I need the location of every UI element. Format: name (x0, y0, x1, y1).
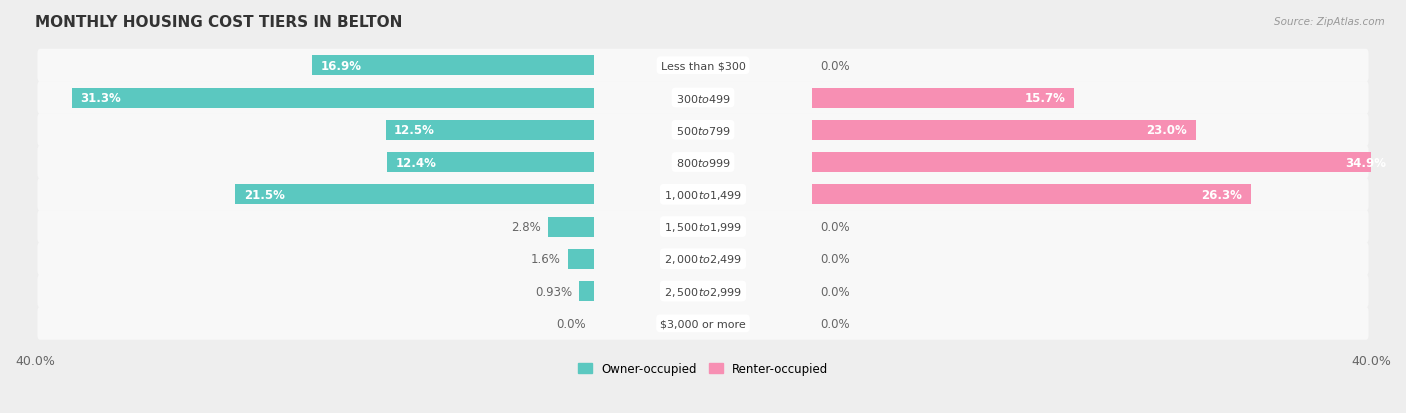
Text: $300 to $499: $300 to $499 (675, 92, 731, 104)
FancyBboxPatch shape (38, 178, 1368, 211)
Text: Source: ZipAtlas.com: Source: ZipAtlas.com (1274, 17, 1385, 26)
Text: 0.0%: 0.0% (820, 317, 849, 330)
Legend: Owner-occupied, Renter-occupied: Owner-occupied, Renter-occupied (572, 357, 834, 380)
Text: 1.6%: 1.6% (531, 253, 561, 266)
FancyBboxPatch shape (38, 50, 1368, 83)
Bar (312, 56, 595, 76)
Bar (235, 185, 595, 205)
Text: 0.0%: 0.0% (820, 285, 849, 298)
Text: $2,000 to $2,499: $2,000 to $2,499 (664, 253, 742, 266)
Text: $1,000 to $1,499: $1,000 to $1,499 (664, 188, 742, 201)
Text: $1,500 to $1,999: $1,500 to $1,999 (664, 221, 742, 233)
FancyBboxPatch shape (38, 307, 1368, 340)
Text: 0.0%: 0.0% (557, 317, 586, 330)
Bar (811, 185, 1251, 205)
Text: 26.3%: 26.3% (1202, 188, 1243, 201)
Text: 2.8%: 2.8% (512, 221, 541, 233)
Bar (579, 281, 595, 301)
FancyBboxPatch shape (38, 146, 1368, 179)
Bar (385, 121, 595, 140)
Bar (568, 249, 595, 269)
Bar (811, 121, 1195, 140)
Text: 0.0%: 0.0% (820, 253, 849, 266)
FancyBboxPatch shape (38, 275, 1368, 308)
Text: $800 to $999: $800 to $999 (675, 157, 731, 169)
Text: 0.0%: 0.0% (820, 59, 849, 73)
FancyBboxPatch shape (38, 243, 1368, 275)
Text: 0.0%: 0.0% (820, 221, 849, 233)
Bar (387, 153, 595, 173)
Text: $2,500 to $2,999: $2,500 to $2,999 (664, 285, 742, 298)
Text: 12.4%: 12.4% (395, 156, 437, 169)
Bar (548, 217, 595, 237)
Text: 15.7%: 15.7% (1025, 92, 1066, 105)
FancyBboxPatch shape (38, 211, 1368, 243)
Text: 12.5%: 12.5% (394, 124, 434, 137)
Text: MONTHLY HOUSING COST TIERS IN BELTON: MONTHLY HOUSING COST TIERS IN BELTON (35, 15, 402, 30)
Text: Less than $300: Less than $300 (661, 61, 745, 71)
Text: 31.3%: 31.3% (80, 92, 121, 105)
Text: $3,000 or more: $3,000 or more (661, 318, 745, 328)
Text: $500 to $799: $500 to $799 (675, 124, 731, 136)
Text: 16.9%: 16.9% (321, 59, 361, 73)
Bar (811, 153, 1395, 173)
Text: 34.9%: 34.9% (1346, 156, 1386, 169)
Text: 21.5%: 21.5% (243, 188, 284, 201)
FancyBboxPatch shape (38, 114, 1368, 147)
Bar (72, 88, 595, 108)
Bar (811, 88, 1074, 108)
Text: 23.0%: 23.0% (1147, 124, 1187, 137)
FancyBboxPatch shape (38, 82, 1368, 115)
Text: 0.93%: 0.93% (536, 285, 572, 298)
